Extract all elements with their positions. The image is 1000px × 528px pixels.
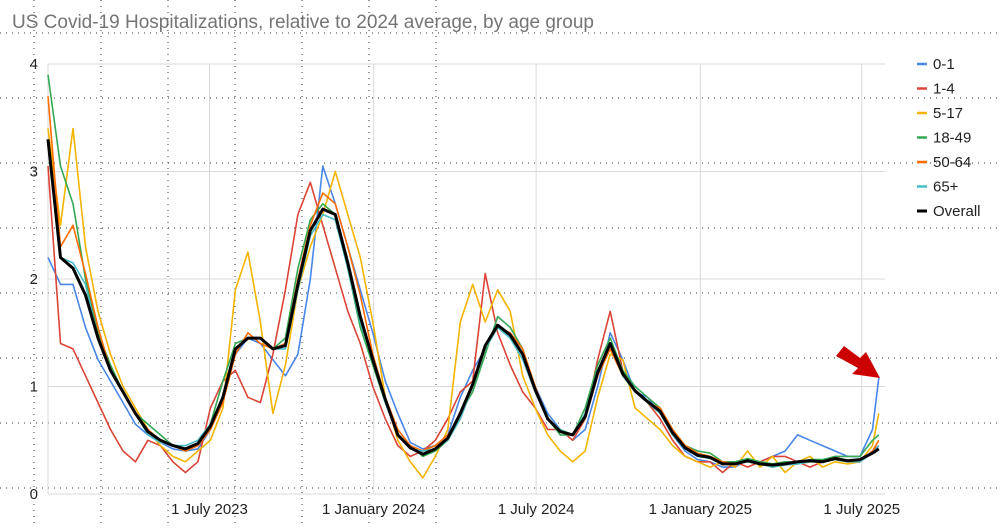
- axes: 0 1 2 3 4 1 July 2023 1 January 2024 1 July 202…: [30, 56, 901, 518]
- annotation: [836, 346, 880, 378]
- legend-label: 5-17: [933, 105, 963, 122]
- x-tick-label: 1 July 2023: [171, 501, 248, 518]
- series-line-0-1: [47, 165, 880, 468]
- series-line-overall: [46, 139, 880, 467]
- series-lines: [46, 74, 880, 479]
- chart-title: US Covid-19 Hospitalizations, relative t…: [12, 12, 594, 33]
- y-tick-label: 3: [30, 164, 38, 181]
- legend-label: 1-4: [933, 81, 955, 98]
- legend-label: 65+: [933, 179, 959, 196]
- series-line-1-4: [47, 166, 880, 474]
- legend-label: 18-49: [933, 130, 971, 147]
- x-tick-label: 1 January 2024: [322, 501, 425, 518]
- y-tick-label: 1: [30, 379, 38, 396]
- y-tick-label: 0: [30, 486, 38, 503]
- legend: 0-1 1-4 5-17 18-49 50-64 65+ Overall: [917, 56, 981, 220]
- x-tick-label: 1 January 2025: [649, 501, 752, 518]
- legend-label: 0-1: [933, 56, 955, 73]
- series-line-5-17: [47, 127, 880, 479]
- red-arrow-icon: [836, 346, 880, 378]
- legend-label: Overall: [933, 203, 981, 220]
- y-tick-label: 4: [30, 56, 38, 73]
- x-tick-label: 1 July 2025: [823, 501, 900, 518]
- series-line-65-: [47, 144, 880, 468]
- legend-label: 50-64: [933, 154, 971, 171]
- x-tick-label: 1 July 2024: [498, 501, 575, 518]
- y-tick-label: 2: [30, 271, 38, 288]
